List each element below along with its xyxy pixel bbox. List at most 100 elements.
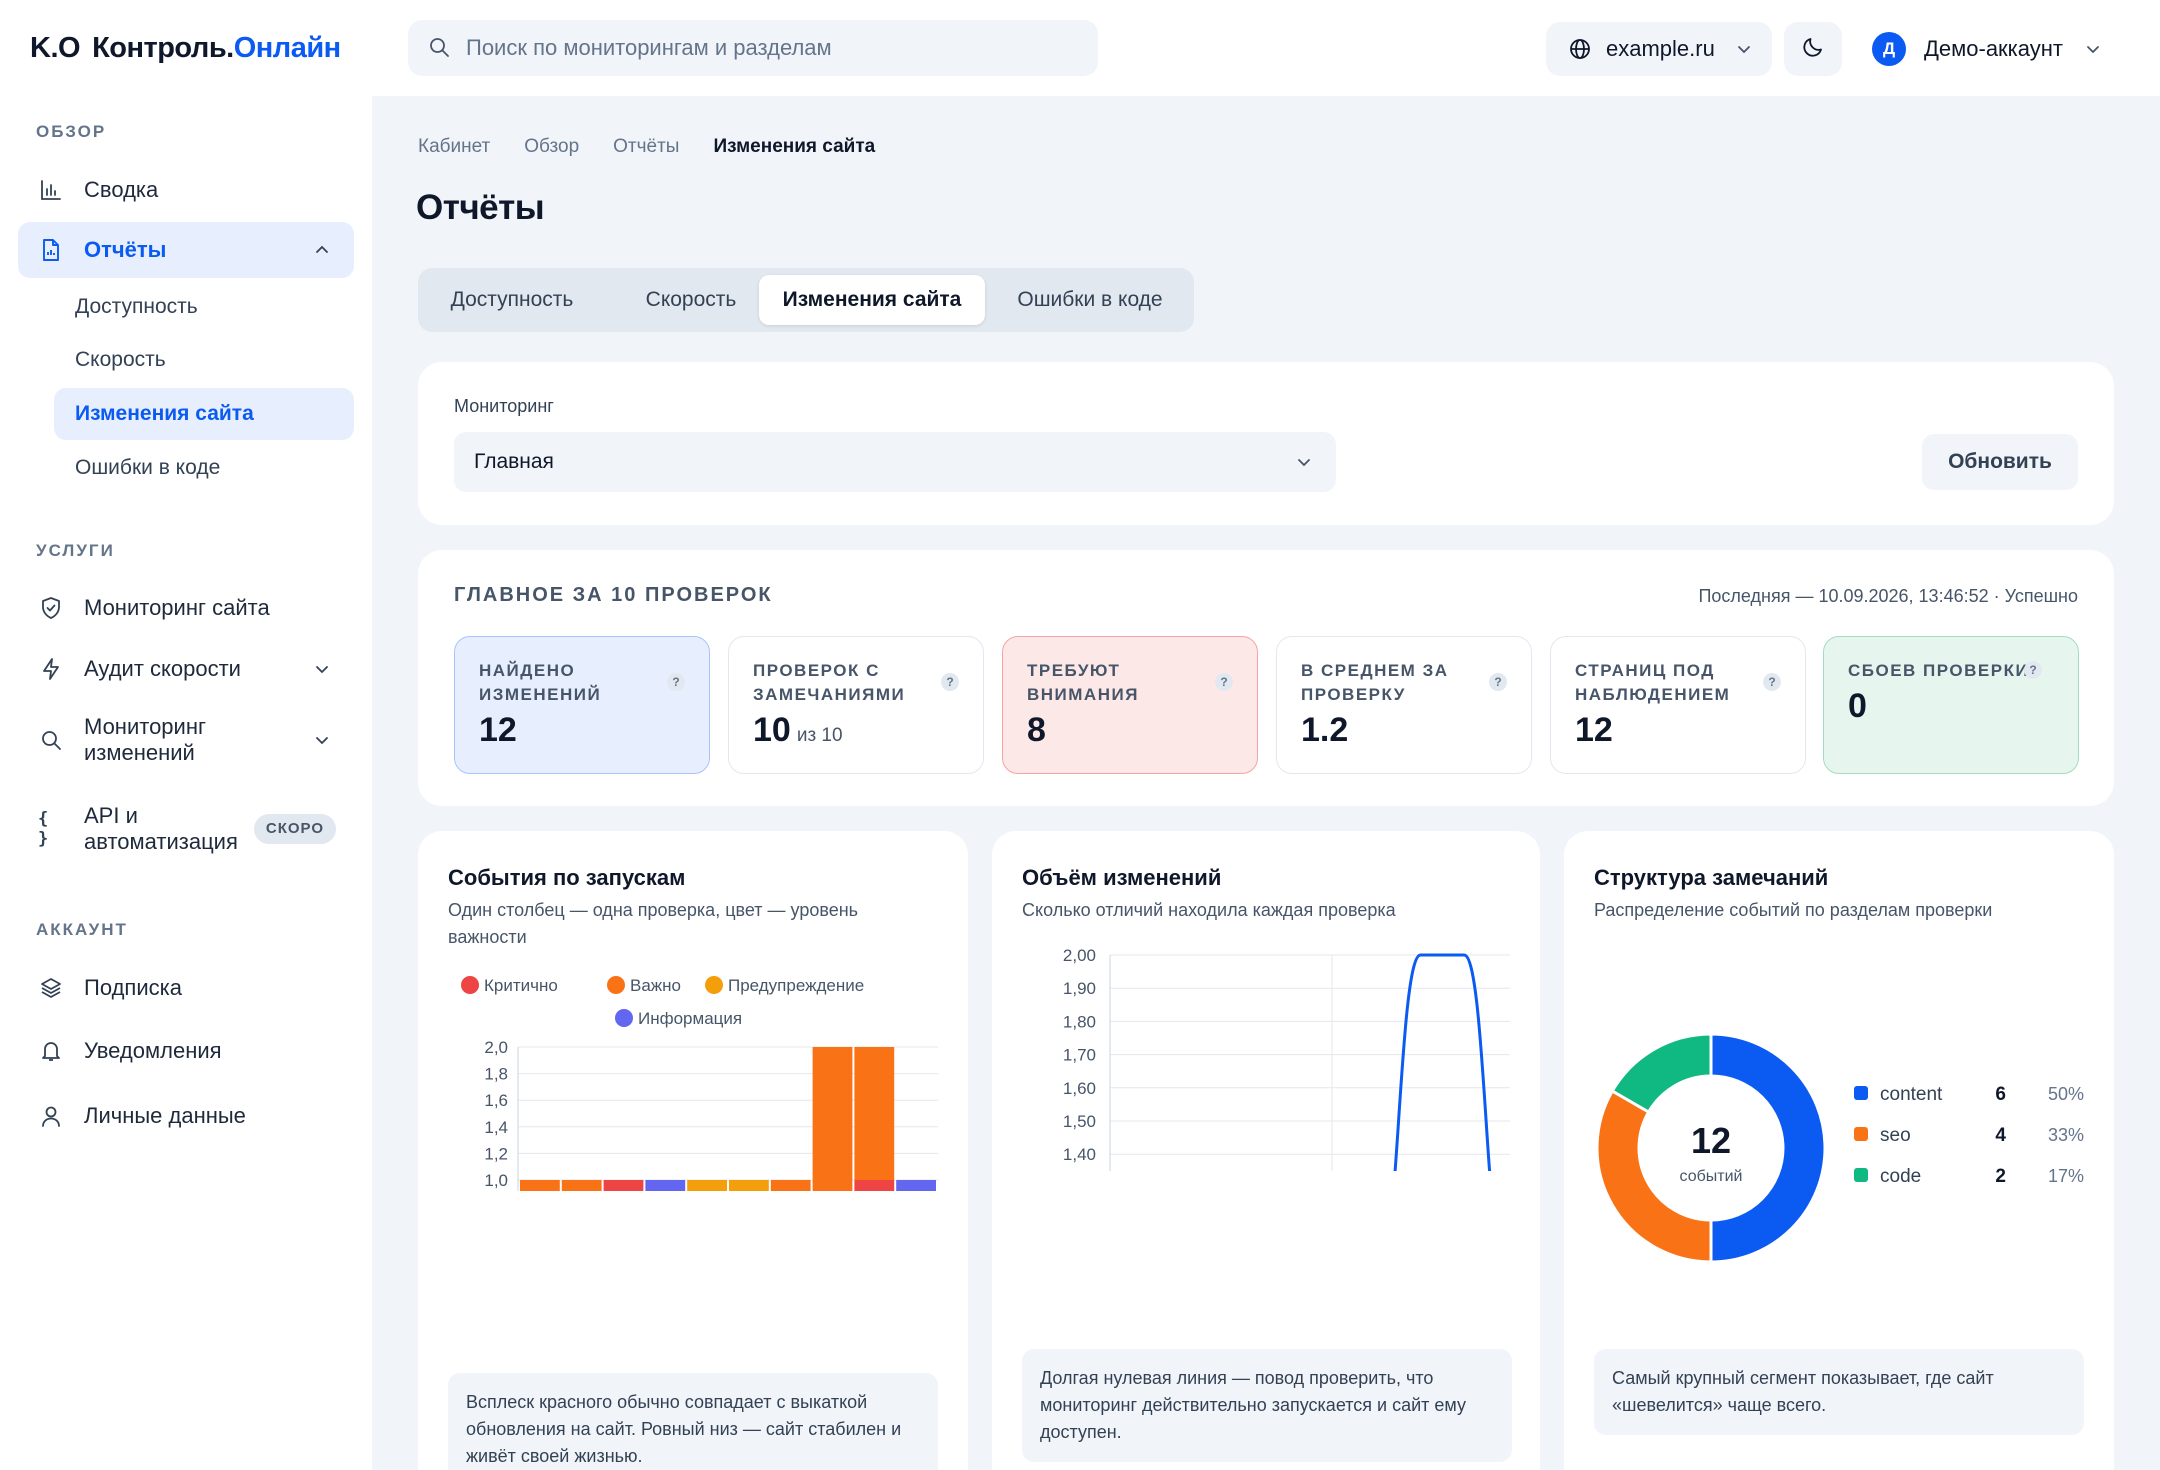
help-icon[interactable]: ? <box>667 673 685 691</box>
y-tick-label: 1,8 <box>484 1065 508 1084</box>
bar-segment <box>854 1180 895 1191</box>
breadcrumb-item[interactable]: Отчёты <box>613 136 680 157</box>
logo[interactable]: K.O Контроль.Онлайн <box>30 32 341 65</box>
user-icon <box>38 1103 64 1129</box>
kpi-need-attention[interactable]: Требуют внимания ? 8 <box>1002 636 1258 774</box>
domain-selector[interactable]: example.ru <box>1546 22 1772 76</box>
kpi-found-changes[interactable]: Найдено изменений ? 12 <box>454 636 710 774</box>
section-title-overview: ОБЗОР <box>36 122 107 141</box>
help-icon[interactable]: ? <box>941 673 959 691</box>
theme-toggle-button[interactable] <box>1784 22 1842 76</box>
legend-value: 2 <box>1995 1166 2006 1187</box>
bar-segment <box>854 1047 895 1180</box>
help-icon[interactable]: ? <box>1763 673 1781 691</box>
sidebar-item-label: API и автоматизация <box>84 802 238 854</box>
help-icon[interactable]: ? <box>1489 673 1507 691</box>
report-tabs: Доступность Скорость Изменения сайта Оши… <box>418 268 1194 332</box>
events-chart-card: События по запускам Один столбец — одна … <box>418 831 968 1470</box>
sidebar-item-summary[interactable]: Сводка <box>18 162 354 218</box>
sidebar-item-label: Уведомления <box>84 1038 222 1063</box>
sidebar-item-api[interactable]: { } API и автоматизация СКОРО <box>18 798 354 860</box>
sidebar-subitem-availability[interactable]: Доступность <box>75 295 198 318</box>
help-icon[interactable]: ? <box>1215 673 1233 691</box>
card-subtitle: Распределение событий по разделам провер… <box>1594 900 1993 920</box>
y-tick-label: 1,60 <box>1063 1079 1096 1098</box>
legend-marker <box>1854 1086 1868 1100</box>
legend-value: 6 <box>1995 1084 2006 1105</box>
legend-percent: 50% <box>2048 1084 2084 1104</box>
chevron-down-icon <box>1734 39 1754 59</box>
card-subtitle: Сколько отличий находила каждая проверка <box>1022 900 1396 920</box>
legend-marker <box>1854 1127 1868 1141</box>
y-tick-label: 2,0 <box>484 1038 508 1057</box>
sidebar-item-notifications[interactable]: Уведомления <box>18 1023 354 1079</box>
sidebar-subitem-site-changes[interactable]: Изменения сайта <box>54 388 354 440</box>
sidebar-subitem-speed[interactable]: Скорость <box>75 348 166 371</box>
kpi-value: 12 <box>1575 711 1613 749</box>
kpi-checks-with-issues[interactable]: Проверок с замечаниями ? 10 из 10 <box>728 636 984 774</box>
bar-segment <box>561 1180 602 1191</box>
legend-marker <box>461 976 479 994</box>
search-input[interactable]: Поиск по мониторингам и разделам <box>408 20 1098 76</box>
sidebar-item-speed-audit[interactable]: Аудит скорости <box>18 641 354 697</box>
help-icon[interactable]: ? <box>2024 661 2042 679</box>
kpi-value: 1.2 <box>1301 711 1349 749</box>
breadcrumb-current: Изменения сайта <box>713 136 876 157</box>
donut-total: 12 <box>1691 1120 1731 1161</box>
shield-icon <box>38 595 64 621</box>
kpi-label: Найдено изменений <box>479 661 602 704</box>
kpi-check-failures[interactable]: Сбоев проверки ? 0 <box>1823 636 2079 774</box>
y-tick-label: 1,4 <box>484 1118 508 1137</box>
kpi-label: В среднем за проверку <box>1301 661 1449 704</box>
y-tick-label: 1,80 <box>1063 1012 1096 1031</box>
volume-line <box>1393 953 1492 1171</box>
sidebar-item-label: Мониторинг сайта <box>84 595 270 620</box>
bar-chart-icon <box>38 177 64 203</box>
sidebar-item-change-monitoring[interactable]: Мониторинг изменений <box>18 712 354 768</box>
tab-speed[interactable]: Скорость <box>645 288 737 311</box>
kpi-average-per-check[interactable]: В среднем за проверку ? 1.2 <box>1276 636 1532 774</box>
refresh-button[interactable]: Обновить <box>1922 434 2078 490</box>
sidebar-item-label: Отчёты <box>84 237 167 262</box>
legend-marker <box>1854 1168 1868 1182</box>
sidebar-item-subscription[interactable]: Подписка <box>18 960 354 1016</box>
sidebar: K.O Контроль.Онлайн ОБЗОР Сводка Отчёты Д… <box>0 0 372 1470</box>
bar-segment <box>812 1047 853 1191</box>
legend-label: Информация <box>638 1009 742 1028</box>
bar-segment <box>770 1180 811 1191</box>
card-title: Объём изменений <box>1022 865 1222 890</box>
logo-text: Контроль. <box>92 32 234 64</box>
kpi-pages-watched[interactable]: Страниц под наблюдением ? 12 <box>1550 636 1806 774</box>
breadcrumb-item[interactable]: Обзор <box>524 136 580 157</box>
sidebar-item-reports[interactable]: Отчёты <box>18 222 354 278</box>
lightning-icon <box>38 656 64 682</box>
breadcrumb-item[interactable]: Кабинет <box>418 136 491 157</box>
kpi-value: 10 из 10 <box>753 711 843 749</box>
y-tick-label: 2,00 <box>1063 946 1096 965</box>
avatar: Д <box>1872 32 1906 66</box>
sidebar-item-site-monitoring[interactable]: Мониторинг сайта <box>18 580 354 636</box>
kpi-label: Проверок с замечаниями <box>753 661 906 704</box>
bar-segment <box>896 1180 936 1191</box>
section-title-account: АККАУНТ <box>36 920 128 939</box>
chevron-down-icon <box>2083 39 2103 59</box>
tab-site-changes[interactable]: Изменения сайта <box>759 275 985 325</box>
legend-value: 4 <box>1995 1125 2006 1146</box>
donut-total-label: событий <box>1680 1168 1743 1185</box>
sidebar-subitem-code-errors[interactable]: Ошибки в коде <box>75 456 221 479</box>
y-tick-label: 1,6 <box>484 1091 508 1110</box>
volume-chart-card: Объём изменений Сколько отличий находила… <box>992 831 1540 1470</box>
monitoring-select[interactable]: Главная <box>454 432 1336 492</box>
card-note: Долгая нулевая линия — повод проверить, … <box>1022 1349 1512 1462</box>
tab-availability[interactable]: Доступность <box>450 288 574 311</box>
legend-marker <box>705 976 723 994</box>
bar-segment <box>729 1180 769 1191</box>
tab-code-errors[interactable]: Ошибки в коде <box>1017 288 1163 311</box>
events-bar-chart: КритичноВажноПредупреждениеИнформация00,… <box>461 976 938 1191</box>
chevron-down-icon <box>312 730 332 750</box>
sidebar-item-personal-data[interactable]: Личные данные <box>18 1088 354 1144</box>
chevron-up-icon <box>312 240 332 260</box>
kpi-card: ГЛАВНОЕ ЗА 10 ПРОВЕРОК Последняя — 10.09… <box>418 550 2114 806</box>
legend-label: Предупреждение <box>728 976 864 995</box>
user-menu[interactable]: Д Демо-аккаунт <box>1872 24 2103 74</box>
